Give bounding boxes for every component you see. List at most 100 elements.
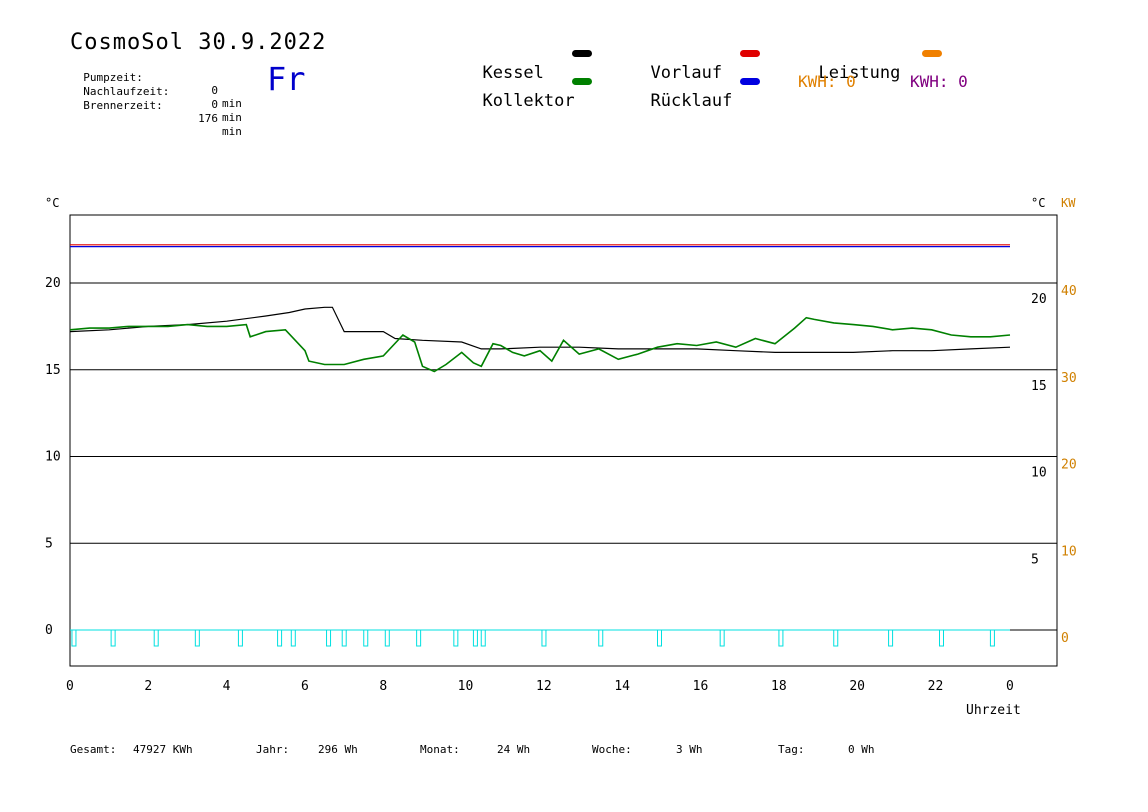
legend-swatch-leistung	[922, 50, 942, 57]
pump-pulse	[71, 629, 77, 647]
y-right-tick-label: 20	[1031, 292, 1047, 307]
y-right-unit: °C	[1031, 196, 1045, 210]
y-right-tick-label: 10	[1031, 466, 1047, 481]
pump-pulse	[833, 629, 839, 647]
x-tick-label: 4	[223, 679, 231, 694]
legend-label: Kollektor	[482, 91, 575, 111]
x-axis-label: Uhrzeit	[966, 703, 1021, 718]
pump-pulse	[416, 629, 422, 647]
pump-pulse	[277, 629, 283, 647]
pump-pulse	[778, 629, 784, 647]
pump-pulse	[939, 629, 944, 647]
y-kw-tick-label: 10	[1061, 544, 1077, 559]
x-tick-label: 8	[379, 679, 387, 694]
pump-pulse	[326, 629, 332, 647]
x-tick-label: 16	[693, 679, 709, 694]
legend-swatch-vorlauf	[740, 50, 760, 57]
footer-label: Gesamt:	[70, 743, 117, 756]
legend-kollektor: Kollektor	[462, 71, 575, 111]
footer-woche: Woche:	[592, 743, 632, 756]
stat-unit: min	[222, 97, 242, 110]
kwh-orange: KWH: 0	[798, 72, 856, 91]
page-title: CosmoSol 30.9.2022	[70, 30, 327, 55]
stat-nachlaufzeit: Nachlaufzeit: 0 min	[70, 72, 242, 124]
y-left-tick-label: 0	[45, 623, 53, 638]
x-tick-label: 12	[536, 679, 552, 694]
stat-value: 176	[198, 112, 218, 125]
stat-brennerzeit: Brennerzeit: 176 min	[70, 86, 242, 138]
y-kw-tick-label: 0	[1061, 631, 1069, 646]
legend-label: Rücklauf	[650, 91, 733, 111]
legend-ruecklauf: Rücklauf	[630, 71, 732, 111]
y-right-tick-label: 5	[1031, 552, 1039, 567]
x-tick-label: 14	[614, 679, 630, 694]
x-tick-label: 18	[771, 679, 787, 694]
series-line-kessel	[69, 306, 1011, 353]
x-tick-label: 22	[928, 679, 944, 694]
stat-label: Nachlaufzeit:	[83, 85, 170, 98]
legend-swatch-kollektor	[572, 78, 592, 85]
pump-pulse	[480, 629, 486, 647]
y-left-tick-label: 15	[45, 363, 61, 378]
stat-pumpzeit: Pumpzeit: 0 min	[70, 58, 242, 110]
y-left-unit: °C	[45, 196, 59, 210]
plot-frame	[69, 214, 1058, 667]
pump-pulse	[153, 629, 159, 647]
pump-pulse	[237, 629, 243, 647]
x-tick-label: 10	[458, 679, 474, 694]
series-line-kollektor	[69, 316, 1011, 373]
pump-pulse	[290, 629, 296, 647]
footer-monat-value: 24 Wh	[497, 743, 531, 756]
pump-pulse	[453, 629, 459, 647]
pump-pulse	[341, 629, 347, 647]
footer-jahr-value: 296 Wh	[318, 743, 358, 756]
pump-pulse	[110, 629, 116, 647]
footer-gesamt-value: 47927 KWh	[133, 743, 193, 756]
y-kw-tick-label: 30	[1061, 371, 1077, 386]
stat-label: Brennerzeit:	[83, 99, 163, 112]
x-tick-label: 0	[1006, 679, 1014, 694]
footer-tag-value: 0 Wh	[848, 743, 875, 756]
weekday-label: Fr	[267, 60, 306, 98]
x-tick-label: 6	[301, 679, 309, 694]
legend-label: Kessel	[482, 63, 544, 83]
pump-pulse	[989, 629, 995, 647]
stat-label: Pumpzeit:	[83, 71, 143, 84]
legend-swatch-ruecklauf	[740, 78, 760, 85]
pump-pulse	[363, 629, 369, 647]
pump-pulse	[657, 629, 662, 647]
legend-vorlauf: Vorlauf	[630, 43, 722, 83]
legend-leistung: Leistung	[798, 43, 900, 83]
pump-pulse	[472, 629, 478, 647]
stat-unit: min	[222, 125, 242, 138]
y-left-tick-label: 10	[45, 450, 61, 465]
y-left-tick-label: 20	[45, 276, 61, 291]
x-tick-label: 20	[849, 679, 865, 694]
y-right-tick-label: 15	[1031, 379, 1047, 394]
footer-gesamt: Gesamt:	[70, 743, 116, 756]
pump-pulse	[719, 629, 725, 647]
y-left-tick-label: 5	[45, 536, 53, 551]
y-kw-unit: KW	[1061, 196, 1076, 210]
legend-label: Leistung	[818, 63, 901, 83]
pump-pulse	[888, 629, 894, 647]
pump-pulse	[598, 629, 604, 647]
x-tick-label: 2	[144, 679, 152, 694]
legend-kessel: Kessel	[462, 43, 544, 83]
y-kw-tick-label: 40	[1061, 284, 1077, 299]
stat-value: 0	[211, 84, 218, 97]
x-tick-label: 0	[66, 679, 74, 694]
pump-pulse	[384, 629, 390, 647]
y-kw-tick-label: 20	[1061, 458, 1077, 473]
pump-pulse	[194, 629, 200, 647]
footer-tag: Tag:	[778, 743, 805, 756]
kwh-purple: KWH: 0	[910, 72, 968, 91]
footer-woche-value: 3 Wh	[676, 743, 703, 756]
legend-swatch-kessel	[572, 50, 592, 57]
legend-label: Vorlauf	[650, 63, 723, 83]
stat-unit: min	[222, 111, 242, 124]
footer-monat: Monat:	[420, 743, 460, 756]
footer-jahr: Jahr:	[256, 743, 290, 756]
stat-value: 0	[211, 98, 218, 111]
